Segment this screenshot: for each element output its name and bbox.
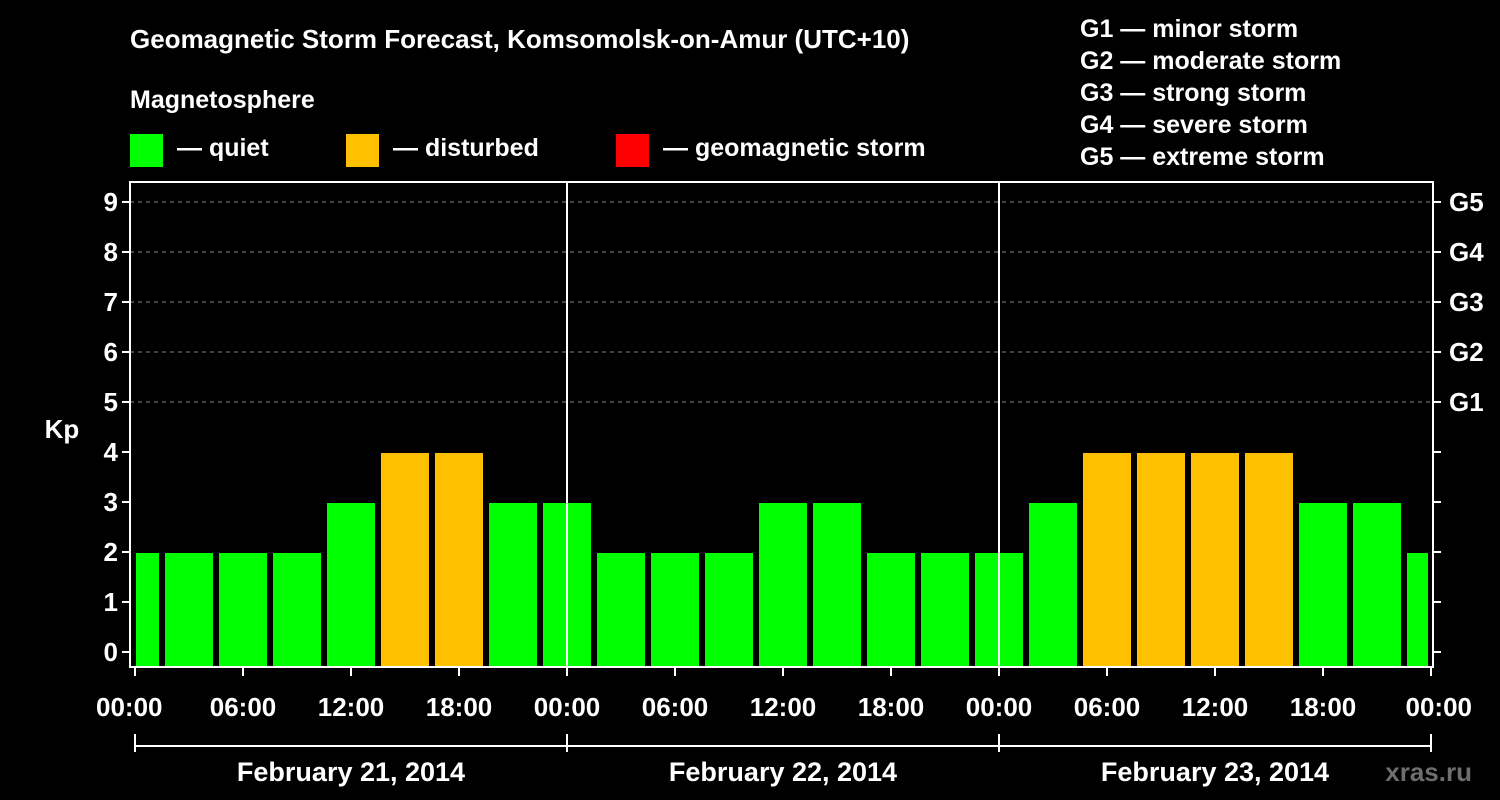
kp-bar [435,453,483,667]
storm-scale-g1: G1 — minor storm [1080,15,1299,43]
x-tick-label: 00:00 [1406,692,1473,722]
kp-bar [1299,503,1347,667]
x-tick-label: 12:00 [318,692,385,722]
day-label: February 23, 2014 [1101,757,1329,787]
kp-bar [1083,453,1131,667]
y-tick-label: 8 [104,237,118,267]
day-label: February 21, 2014 [237,757,465,787]
legend-swatch-storm [616,134,649,167]
y-tick-label: 9 [104,187,118,217]
kp-bar [1353,503,1401,667]
plot-frame [129,181,1434,668]
x-tick-label: 00:00 [966,692,1033,722]
x-tick-label: 18:00 [426,692,493,722]
legend-label-quiet: — quiet [177,134,269,162]
kp-bar [489,503,537,667]
legend-swatch-quiet [130,134,163,167]
kp-bar [219,553,267,667]
legend-label-storm: — geomagnetic storm [663,134,926,162]
y-tick-label: 6 [104,337,118,367]
kp-bar [1137,453,1185,667]
kp-bar [136,553,159,667]
x-tick-label: 06:00 [1074,692,1141,722]
kp-bar [651,553,699,667]
x-tick-label: 12:00 [1182,692,1249,722]
g-scale-label: G1 [1449,387,1484,417]
y-axis-label: Kp [45,414,80,444]
y-tick-label: 3 [104,487,118,517]
storm-scale-g3: G3 — strong storm [1080,79,1307,107]
g-scale-label: G3 [1449,287,1484,317]
x-tick-label: 18:00 [1290,692,1357,722]
day-label: February 22, 2014 [669,757,897,787]
kp-bar [921,553,969,667]
storm-scale-g2: G2 — moderate storm [1080,47,1342,75]
kp-bar [705,553,753,667]
storm-scale-g5: G5 — extreme storm [1080,143,1325,171]
x-tick-label: 06:00 [210,692,277,722]
kp-bar [1029,503,1077,667]
y-tick-label: 4 [104,437,119,467]
x-tick-label: 12:00 [750,692,817,722]
kp-bar [165,553,213,667]
kp-bar [381,453,429,667]
g-scale-label: G4 [1449,237,1484,267]
chart-title: Geomagnetic Storm Forecast, Komsomolsk-o… [130,24,910,54]
x-tick-label: 06:00 [642,692,709,722]
x-tick-label: 00:00 [96,692,163,722]
kp-bar [867,553,915,667]
y-tick-label: 0 [104,637,118,667]
kp-bar [597,553,645,667]
storm-scale-g4: G4 — severe storm [1080,111,1308,139]
g-scale-label: G2 [1449,337,1484,367]
kp-bar [1407,553,1428,667]
y-tick-label: 1 [104,587,118,617]
legend-label-disturbed: — disturbed [393,134,539,162]
x-tick-label: 18:00 [858,692,925,722]
g-scale-label: G5 [1449,187,1484,217]
x-tick-label: 00:00 [534,692,601,722]
y-tick-label: 2 [104,537,118,567]
watermark: xras.ru [1385,757,1472,787]
kp-bar [1245,453,1293,667]
kp-bar [813,503,861,667]
kp-bar [1191,453,1239,667]
kp-bar [327,503,375,667]
y-tick-label: 5 [104,387,118,417]
kp-bar [273,553,321,667]
kp-bar [759,503,807,667]
legend-swatch-disturbed [346,134,379,167]
y-tick-label: 7 [104,287,118,317]
legend-heading: Magnetosphere [130,86,315,114]
